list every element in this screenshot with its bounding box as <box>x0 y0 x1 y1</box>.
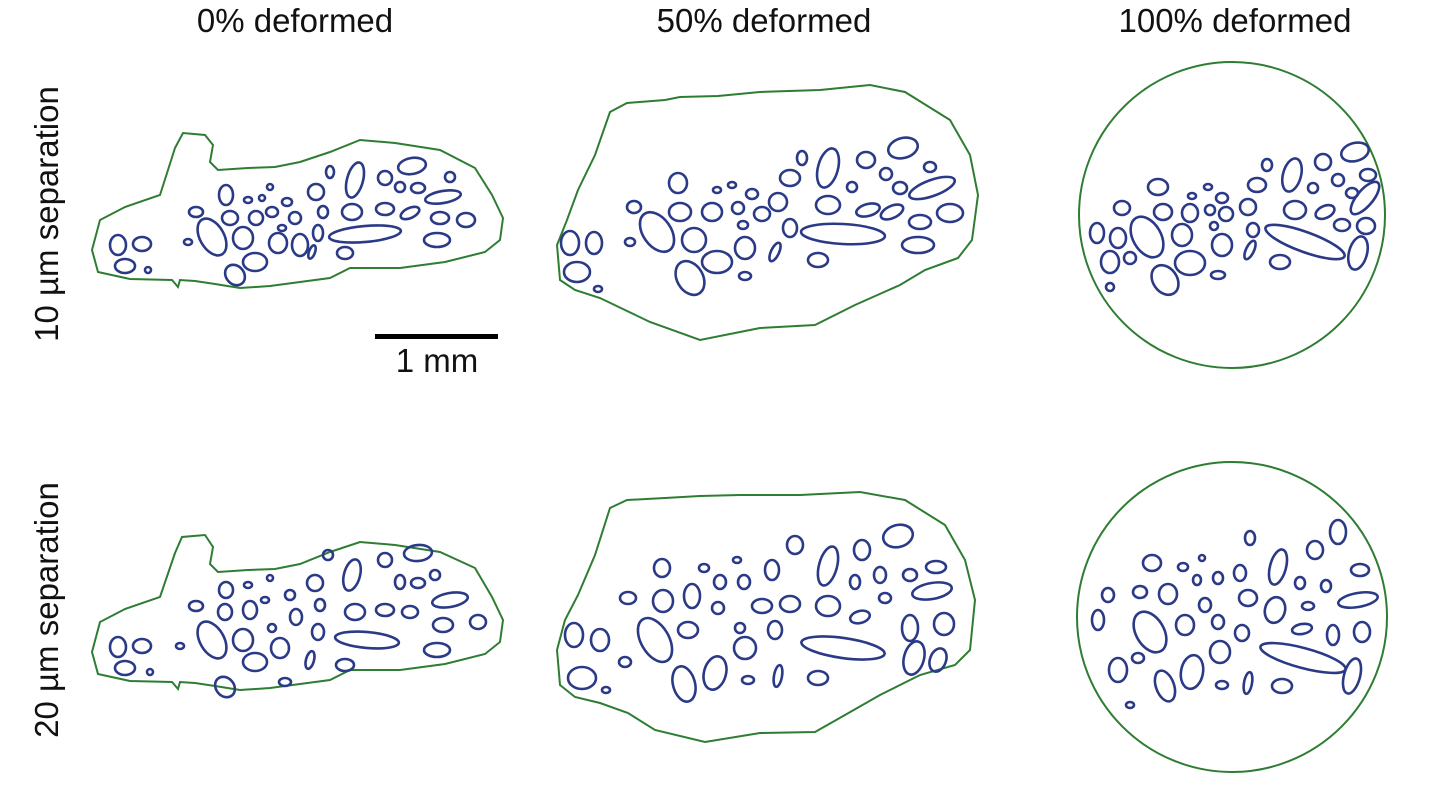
scale-bar-label: 1 mm <box>395 342 479 379</box>
panel-10um-100-percent <box>1078 61 1386 369</box>
outline-10um-0 <box>90 131 505 290</box>
column-header-0-percent: 0% deformed <box>196 2 394 39</box>
scale-bar <box>375 334 498 339</box>
outline-20um-0 <box>90 533 505 692</box>
panel-20um-50-percent <box>555 490 977 744</box>
outline-10um-50 <box>555 83 980 342</box>
outline-20um-50 <box>555 490 977 744</box>
panel-20um-0-percent <box>90 533 505 699</box>
outline-10um-100 <box>1078 61 1386 369</box>
panel-10um-0-percent <box>90 131 505 290</box>
panel-10um-50-percent <box>555 83 980 342</box>
outline-20um-100 <box>1076 461 1388 773</box>
column-header-100-percent: 100% deformed <box>1118 2 1352 39</box>
panel-20um-100-percent <box>1076 461 1388 773</box>
column-header-50-percent: 50% deformed <box>656 2 872 39</box>
